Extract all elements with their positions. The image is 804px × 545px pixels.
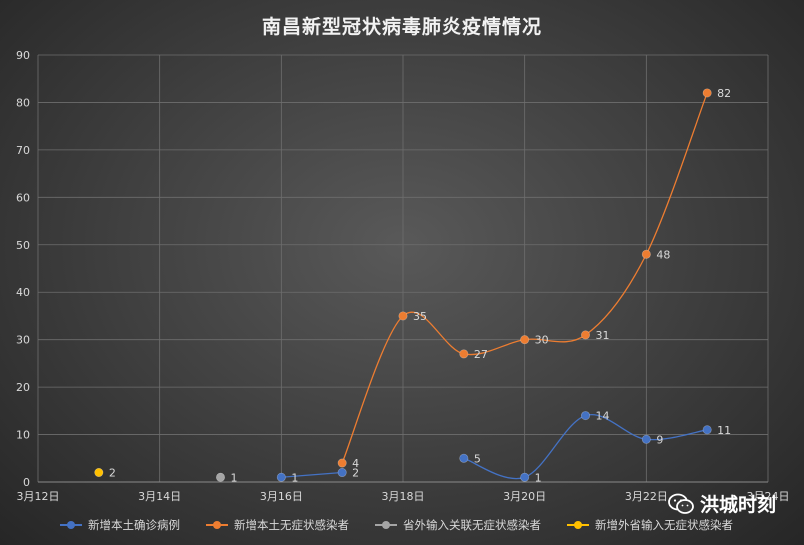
legend-swatch-2 bbox=[375, 520, 397, 530]
legend-label-1: 新增本土无症状感染者 bbox=[234, 518, 349, 532]
series-0-data-label: 1 bbox=[291, 471, 298, 484]
series-1-point bbox=[398, 311, 408, 321]
series-0-point bbox=[520, 472, 530, 482]
y-tick-label: 90 bbox=[16, 49, 30, 62]
series-1-data-label: 35 bbox=[413, 310, 427, 323]
series-0-point bbox=[641, 434, 651, 444]
legend-label-2: 省外输入关联无症状感染者 bbox=[403, 518, 541, 532]
x-tick-label: 3月14日 bbox=[138, 490, 181, 503]
x-tick-label: 3月20日 bbox=[503, 490, 546, 503]
x-tick-label: 3月24日 bbox=[747, 490, 790, 503]
series-1-data-label: 48 bbox=[656, 248, 670, 261]
legend-item-2: 省外输入关联无症状感染者 bbox=[375, 517, 541, 533]
legend-swatch-1 bbox=[206, 520, 228, 530]
legend-label-3: 新增外省输入无症状感染者 bbox=[595, 518, 733, 532]
series-1-data-label: 82 bbox=[717, 87, 731, 100]
series-0-data-label: 5 bbox=[474, 452, 481, 465]
series-1-point bbox=[702, 88, 712, 98]
series-1-point bbox=[337, 458, 347, 468]
series-1-point bbox=[520, 335, 530, 345]
series-0-data-label: 14 bbox=[596, 410, 610, 423]
series-1-data-label: 27 bbox=[474, 348, 488, 361]
series-1-point bbox=[641, 249, 651, 259]
series-0-data-label: 2 bbox=[352, 467, 359, 480]
x-tick-label: 3月12日 bbox=[17, 490, 60, 503]
series-3-point bbox=[94, 468, 104, 478]
y-tick-label: 20 bbox=[16, 381, 30, 394]
y-tick-label: 0 bbox=[23, 476, 30, 489]
series-0-data-label: 11 bbox=[717, 424, 731, 437]
y-tick-label: 40 bbox=[16, 286, 30, 299]
series-0-point bbox=[580, 411, 590, 421]
series-0-point bbox=[702, 425, 712, 435]
legend-swatch-3 bbox=[567, 520, 589, 530]
watermark: 洪城时刻 bbox=[668, 490, 776, 517]
legend-swatch-0 bbox=[60, 520, 82, 530]
y-tick-label: 60 bbox=[16, 191, 30, 204]
series-0-point bbox=[276, 472, 286, 482]
legend-label-0: 新增本土确诊病例 bbox=[88, 518, 180, 532]
chart-title: 南昌新型冠状病毒肺炎疫情情况 bbox=[261, 16, 542, 38]
series-2-data-label: 1 bbox=[231, 471, 238, 484]
y-tick-label: 70 bbox=[16, 144, 30, 157]
series-0-line bbox=[463, 414, 708, 480]
series-0-point bbox=[337, 468, 347, 478]
x-tick-label: 3月22日 bbox=[625, 490, 668, 503]
series-1-data-label: 31 bbox=[596, 329, 610, 342]
series-1-point bbox=[459, 349, 469, 359]
y-tick-label: 80 bbox=[16, 96, 30, 109]
series-0-point bbox=[459, 453, 469, 463]
series-1-data-label: 30 bbox=[535, 334, 549, 347]
x-tick-label: 3月16日 bbox=[260, 490, 303, 503]
chart-legend: 新增本土确诊病例 新增本土无症状感染者 省外输入关联无症状感染者 新增外省输入无症状感… bbox=[60, 517, 760, 533]
series-3-data-label: 2 bbox=[109, 467, 116, 480]
legend-item-0: 新增本土确诊病例 bbox=[60, 517, 180, 533]
series-0-data-label: 1 bbox=[535, 471, 542, 484]
legend-item-1: 新增本土无症状感染者 bbox=[206, 517, 349, 533]
x-tick-label: 3月18日 bbox=[382, 490, 425, 503]
series-1-point bbox=[580, 330, 590, 340]
legend-item-3: 新增外省输入无症状感染者 bbox=[567, 517, 733, 533]
series-1-data-label: 4 bbox=[352, 457, 359, 470]
y-tick-label: 30 bbox=[16, 334, 30, 347]
watermark-text: 洪城时刻 bbox=[700, 494, 777, 516]
y-tick-label: 10 bbox=[16, 429, 30, 442]
series-0-data-label: 9 bbox=[656, 433, 663, 446]
series-2-point bbox=[216, 472, 226, 482]
y-tick-label: 50 bbox=[16, 239, 30, 252]
wechat-icon bbox=[668, 493, 694, 514]
